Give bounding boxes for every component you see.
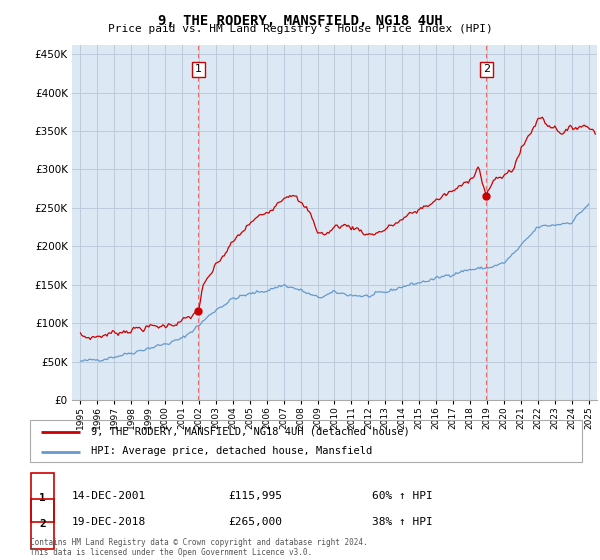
Text: 2: 2: [482, 64, 490, 74]
Text: Price paid vs. HM Land Registry's House Price Index (HPI): Price paid vs. HM Land Registry's House …: [107, 24, 493, 34]
Text: HPI: Average price, detached house, Mansfield: HPI: Average price, detached house, Mans…: [91, 446, 372, 456]
Text: 38% ↑ HPI: 38% ↑ HPI: [372, 517, 433, 527]
Text: 19-DEC-2018: 19-DEC-2018: [72, 517, 146, 527]
Text: 1: 1: [39, 493, 46, 502]
Text: £115,995: £115,995: [228, 491, 282, 501]
Text: 14-DEC-2001: 14-DEC-2001: [72, 491, 146, 501]
Text: Contains HM Land Registry data © Crown copyright and database right 2024.
This d: Contains HM Land Registry data © Crown c…: [30, 538, 368, 557]
Text: 9, THE RODERY, MANSFIELD, NG18 4UH (detached house): 9, THE RODERY, MANSFIELD, NG18 4UH (deta…: [91, 427, 409, 437]
Text: 60% ↑ HPI: 60% ↑ HPI: [372, 491, 433, 501]
Text: 2: 2: [39, 519, 46, 529]
Text: 9, THE RODERY, MANSFIELD, NG18 4UH: 9, THE RODERY, MANSFIELD, NG18 4UH: [158, 14, 442, 28]
Text: £265,000: £265,000: [228, 517, 282, 527]
Text: 1: 1: [195, 64, 202, 74]
